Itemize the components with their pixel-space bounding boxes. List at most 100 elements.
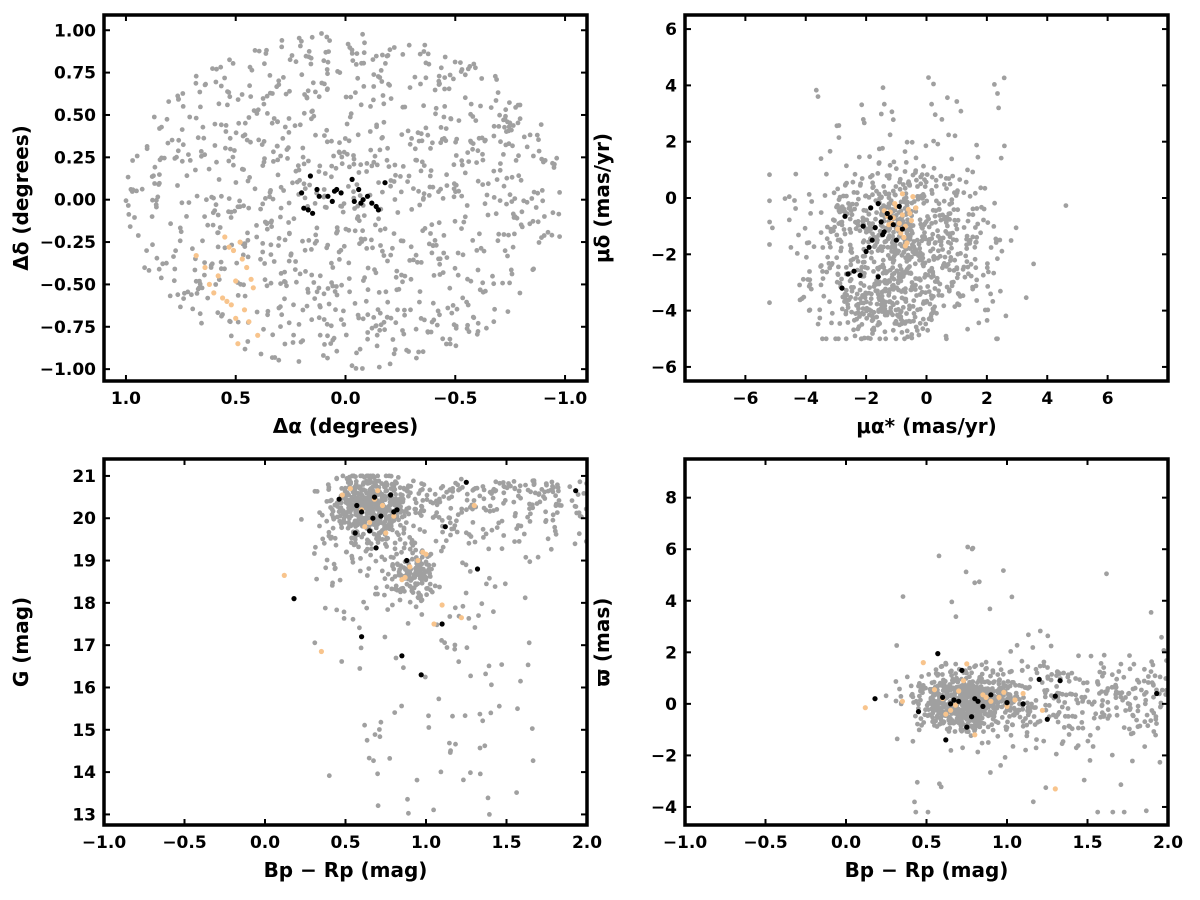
field-point xyxy=(384,584,390,590)
field-point xyxy=(337,257,342,262)
field-point xyxy=(926,75,931,80)
field-point xyxy=(400,104,406,110)
field-point xyxy=(995,733,1001,739)
field-point xyxy=(466,159,472,165)
field-point xyxy=(378,68,384,73)
field-point xyxy=(406,349,411,354)
field-point xyxy=(1030,645,1036,650)
field-point xyxy=(498,139,503,145)
field-point xyxy=(933,219,938,225)
field-point xyxy=(995,256,1000,262)
field-point xyxy=(518,222,524,228)
field-point xyxy=(352,228,358,234)
field-point xyxy=(904,139,910,145)
field-point xyxy=(897,241,903,247)
field-point xyxy=(797,282,802,288)
field-point xyxy=(322,133,327,139)
field-point xyxy=(943,660,949,666)
field-point xyxy=(984,265,990,271)
field-point xyxy=(190,306,196,312)
field-point xyxy=(974,206,980,211)
field-point xyxy=(869,313,875,318)
field-point xyxy=(944,690,949,696)
members-point xyxy=(842,213,848,219)
field-point xyxy=(1127,707,1133,713)
field-point xyxy=(351,153,356,158)
field-point xyxy=(1148,718,1154,723)
field-point xyxy=(919,238,925,244)
field-point xyxy=(205,295,211,301)
field-point xyxy=(356,170,362,175)
field-point xyxy=(462,72,468,78)
field-point xyxy=(381,119,387,125)
field-point xyxy=(480,157,486,163)
field-point xyxy=(886,175,892,181)
field-point xyxy=(228,146,233,152)
members-point xyxy=(299,190,305,196)
field-point xyxy=(897,686,902,692)
field-point xyxy=(440,484,446,489)
field-point xyxy=(944,726,950,732)
field-point xyxy=(930,231,936,237)
field-point xyxy=(1114,712,1120,718)
field-point xyxy=(187,158,193,163)
field-point xyxy=(400,499,406,505)
field-point xyxy=(164,260,169,266)
field-point xyxy=(824,269,830,275)
field-point xyxy=(831,228,836,234)
field-point xyxy=(968,273,974,279)
field-point xyxy=(400,585,406,591)
field-point xyxy=(940,688,946,693)
field-point xyxy=(1025,700,1030,706)
field-point xyxy=(343,332,349,338)
field-point xyxy=(396,517,401,523)
group2-point xyxy=(898,230,904,236)
field-point xyxy=(947,181,953,187)
field-point xyxy=(353,366,359,371)
field-point xyxy=(391,518,397,523)
field-point xyxy=(904,311,909,316)
field-point xyxy=(310,80,316,86)
field-point xyxy=(230,154,236,160)
y-tick-label: −6 xyxy=(651,358,677,378)
field-point xyxy=(390,602,395,608)
field-point xyxy=(261,159,267,165)
field-point xyxy=(886,236,891,242)
field-point xyxy=(1045,665,1050,670)
field-point xyxy=(373,481,378,487)
field-point xyxy=(326,49,331,54)
field-point xyxy=(421,103,426,109)
field-point xyxy=(1020,723,1026,729)
field-point xyxy=(899,295,905,301)
field-point xyxy=(353,541,358,546)
field-point xyxy=(932,213,938,219)
field-point xyxy=(329,260,334,266)
field-point xyxy=(949,686,955,692)
members-point xyxy=(896,203,902,209)
field-point xyxy=(916,241,922,247)
group2-point xyxy=(913,205,919,211)
field-point xyxy=(976,579,982,585)
field-point xyxy=(906,270,912,276)
field-point xyxy=(1080,710,1085,715)
field-point xyxy=(262,261,267,266)
field-point xyxy=(326,484,332,490)
field-point xyxy=(1005,719,1010,725)
field-point xyxy=(1005,679,1011,684)
field-point xyxy=(413,547,419,553)
field-point xyxy=(515,102,521,108)
field-point xyxy=(975,723,980,729)
field-point xyxy=(370,245,375,251)
field-point xyxy=(848,230,854,235)
field-point xyxy=(311,113,317,119)
field-point xyxy=(972,256,978,262)
field-point xyxy=(805,277,811,282)
field-point xyxy=(334,284,339,289)
field-point xyxy=(344,121,350,127)
field-point xyxy=(406,42,412,48)
field-point xyxy=(359,60,364,66)
field-point xyxy=(848,248,854,254)
field-point xyxy=(154,197,159,203)
field-point xyxy=(349,556,355,562)
x-tick-label: 0 xyxy=(921,389,933,409)
